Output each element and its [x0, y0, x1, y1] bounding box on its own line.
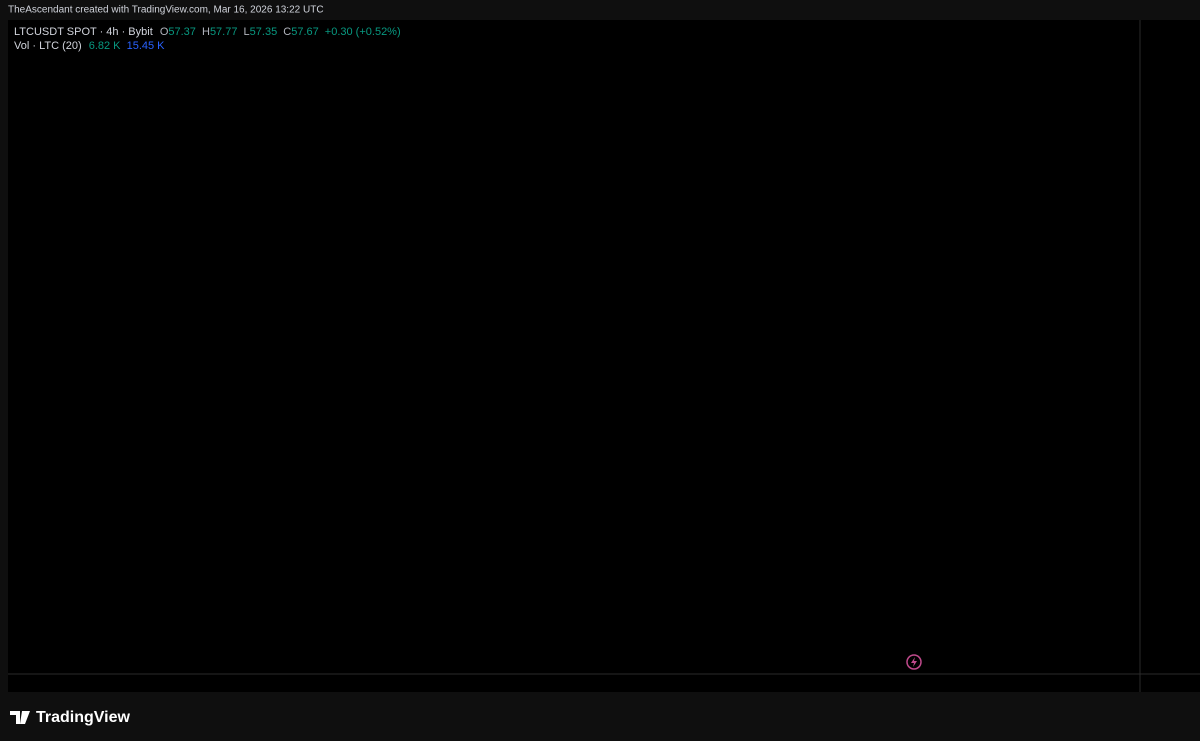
attribution: TheAscendant created with TradingView.co…	[8, 5, 324, 16]
volume-legend-name: Vol · LTC (20)	[14, 40, 82, 52]
ohlc-letter: C	[283, 26, 291, 38]
volume-legend-ma: 15.45 K	[127, 40, 166, 52]
ohlc-value: 57.77	[210, 26, 238, 38]
ohlc-value: 57.35	[250, 26, 278, 38]
volume-legend-value: 6.82 K	[89, 40, 121, 52]
logo-icon	[10, 711, 30, 724]
ohlc-letter: L	[244, 26, 250, 38]
alert-icon[interactable]	[906, 654, 922, 670]
symbol: LTCUSDT SPOT · 4h · Bybit	[14, 26, 153, 38]
icon-circle	[906, 654, 922, 670]
volume-legend: Vol · LTC (20) 6.82 K 15.45 K	[14, 40, 165, 52]
legend: LTCUSDT SPOT · 4h · Bybit O57.37 H57.77 …	[14, 26, 401, 38]
ohlc-value: 57.37	[168, 26, 196, 38]
logo: TradingView	[10, 709, 131, 726]
chart-pane	[8, 20, 1200, 692]
ohlc-letter: O	[160, 26, 169, 38]
icon-bolt	[911, 657, 917, 667]
ohlc-letter: H	[202, 26, 210, 38]
change: +0.30 (+0.52%)	[325, 26, 401, 38]
logo-text: TradingView	[36, 709, 131, 726]
ohlc-value: 57.67	[291, 26, 319, 38]
